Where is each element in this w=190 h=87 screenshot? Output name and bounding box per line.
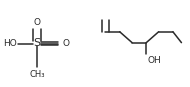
Text: OH: OH bbox=[147, 56, 161, 65]
Text: CH₃: CH₃ bbox=[29, 70, 45, 79]
Text: HO: HO bbox=[4, 39, 17, 48]
Text: S: S bbox=[33, 39, 41, 48]
Text: O: O bbox=[63, 39, 70, 48]
Text: O: O bbox=[34, 18, 40, 27]
